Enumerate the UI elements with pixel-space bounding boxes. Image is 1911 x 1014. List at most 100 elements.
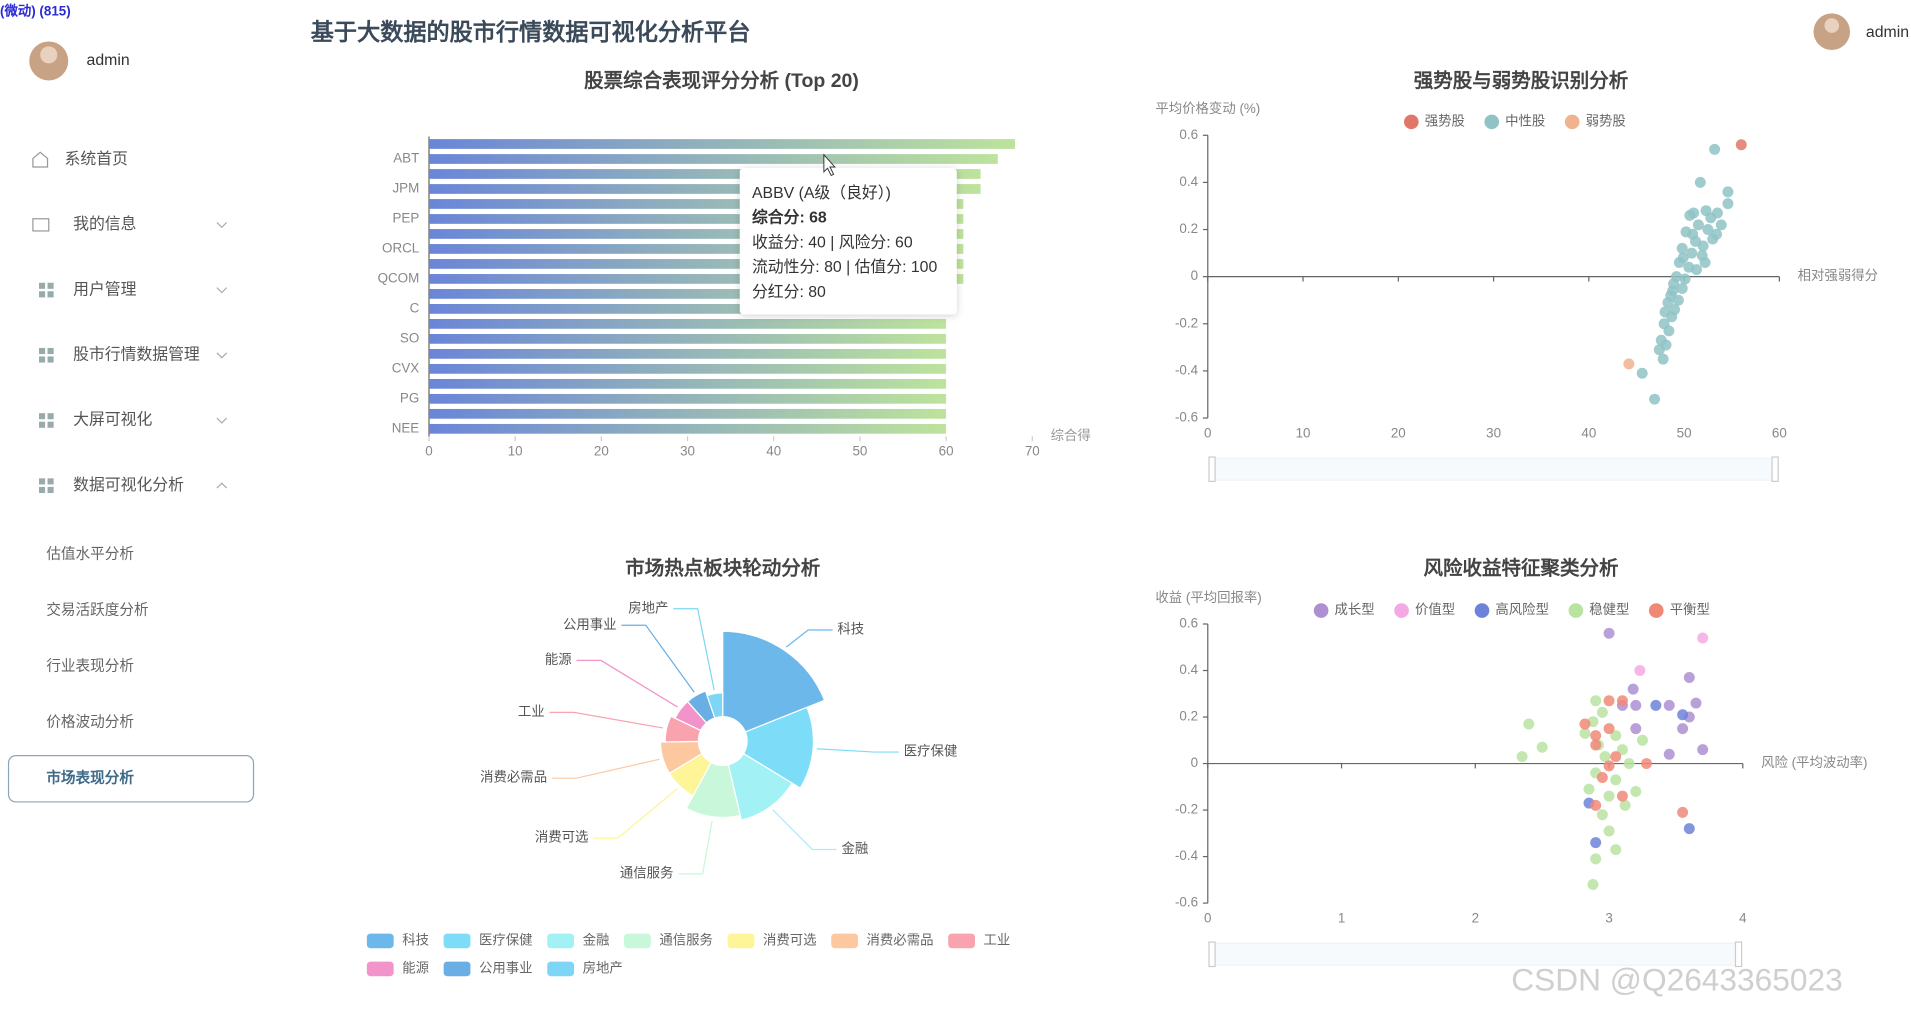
legend-marker[interactable] [1484,114,1500,130]
menu-item[interactable]: 大屏可视化 [73,411,152,429]
point [1590,739,1602,751]
menu-icon [47,356,54,363]
header-user[interactable]: admin [1866,24,1909,41]
legend-marker[interactable] [1313,603,1329,618]
x-tick-label: 50 [1677,425,1692,440]
legend-label[interactable]: 价值型 [1415,602,1455,617]
point [1590,837,1602,849]
legend-label[interactable]: 科技 [402,932,429,947]
point [1603,825,1615,837]
point [1679,273,1691,285]
avatar-face [40,46,58,64]
point [1579,727,1591,739]
point [1590,853,1602,865]
legend-label[interactable]: 稳健型 [1589,602,1629,617]
point [1667,285,1679,297]
x-tick-label: 20 [1391,425,1406,440]
bar [429,319,947,329]
legend-label[interactable]: 工业 [984,932,1011,947]
legend-marker[interactable] [948,933,975,949]
menu-item[interactable]: 我的信息 [73,215,136,233]
sector-label: 能源 [545,652,572,667]
y-tick-label: QCOM [378,270,420,285]
bar [429,229,964,239]
legend-marker[interactable] [1568,603,1584,618]
menu-item[interactable]: 数据可视化分析 [73,476,184,494]
menu-icon [39,291,46,298]
y-tick-label: 0.2 [1179,709,1198,724]
x-tick-label: 10 [508,444,523,459]
tooltip [739,168,957,315]
legend-label[interactable]: 平衡型 [1670,602,1710,617]
legend-marker[interactable] [727,933,755,949]
legend-marker[interactable] [547,933,575,949]
point [1657,353,1669,365]
legend-marker[interactable] [1648,603,1664,618]
legend-marker[interactable] [1564,114,1580,130]
x-tick-label: 20 [594,444,609,459]
legend-marker[interactable] [1394,603,1409,618]
legend-marker[interactable] [443,933,471,949]
zoom-handle [1771,456,1779,483]
menu-arrow [216,287,228,294]
submenu-item[interactable]: 交易活跃度分析 [46,600,148,618]
point [1662,297,1674,309]
y-axis-name: 收益 (平均回报率) [1155,589,1261,605]
legend-marker[interactable] [624,933,651,949]
legend-marker[interactable] [1404,114,1419,130]
legend-marker[interactable] [443,961,471,977]
point [1694,176,1706,188]
legend-label[interactable]: 通信服务 [659,932,713,947]
legend-label[interactable]: 消费必需品 [867,932,934,947]
legend-label[interactable]: 消费可选 [763,932,817,947]
legend-label[interactable]: 高风险型 [1495,601,1549,617]
legend-marker[interactable] [366,933,394,949]
point [1590,730,1602,742]
legend-label[interactable]: 金融 [583,932,610,947]
sector-label: 科技 [837,622,864,637]
legend-label[interactable]: 能源 [402,960,429,975]
legend-label[interactable]: 成长型 [1335,602,1375,617]
point [1709,143,1721,155]
label-line [576,659,678,708]
bar [429,289,947,299]
point [1630,723,1642,735]
point [1637,734,1648,746]
legend-label[interactable]: 中性股 [1505,113,1545,128]
legend-marker[interactable] [1474,603,1490,618]
legend-marker[interactable] [366,961,394,977]
legend-label[interactable]: 弱势股 [1586,113,1626,128]
sector-label: 工业 [518,704,545,719]
menu-item[interactable]: 系统首页 [65,150,128,168]
bar [429,214,964,224]
legend-label[interactable]: 强势股 [1425,113,1465,128]
submenu-item[interactable]: 价格波动分析 [46,714,134,731]
submenu-item[interactable]: 市场表现分析 [46,769,134,787]
x-tick-label: 40 [766,444,781,459]
point [1616,695,1628,707]
menu-icon [47,347,54,355]
point [1684,209,1696,221]
x-tick-label: 0 [1204,910,1211,925]
legend-marker[interactable] [831,933,858,949]
y-tick-label: -0.6 [1175,895,1198,910]
y-tick-label: 0.6 [1179,127,1198,142]
chart-title: 风险收益特征聚类分析 [1423,556,1619,579]
point [1596,706,1608,718]
submenu-item[interactable]: 估值水平分析 [46,545,134,562]
point [1697,632,1709,644]
menu-item[interactable]: 股市行情数据管理 [73,345,200,363]
bar [429,408,947,419]
point [1616,790,1628,802]
menu-arrow [216,352,228,359]
y-tick-label: 0.6 [1179,616,1198,631]
point [1599,751,1611,763]
point [1630,785,1642,797]
legend-marker[interactable] [547,961,575,977]
submenu-item[interactable]: 行业表现分析 [46,658,134,675]
legend-label[interactable]: 医疗保健 [479,932,533,947]
menu-icon [39,347,46,355]
legend-label[interactable]: 公用事业 [479,960,533,975]
legend-label[interactable]: 房地产 [583,960,623,975]
menu-item[interactable]: 用户管理 [73,280,136,298]
